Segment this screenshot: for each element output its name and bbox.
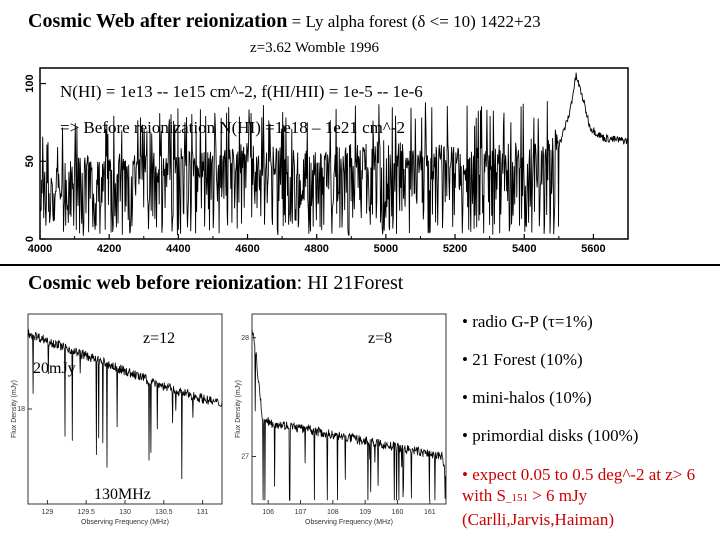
lya-spectrum-chart: 4000 4200 4400 4600 4800 5000 5200 5400 5600 0 50 1… (24, 67, 629, 255)
section2-title: Cosmic web before reionization: HI 21For… (28, 272, 404, 294)
lya-frame (39, 67, 629, 240)
z12-x-tick-label: 130.5 (155, 509, 173, 516)
z12-y-axis-label: Flux Density (mJy) (11, 380, 18, 438)
bullet-expectation: • expect 0.05 to 0.5 deg^-2 at z> 6 with… (462, 465, 696, 529)
z8-x-tick-label: 107 (295, 509, 307, 516)
z12-x-tick-label: 129.5 (77, 509, 95, 516)
lya-x-tick-label: 4200 (97, 243, 121, 255)
z8-axes: 106 107 108 109 160 161 Observing Frequency (M… (235, 313, 447, 526)
bullet-21-forest: • 21 Forest (10%) (462, 350, 583, 369)
z8-y-tick-label: 28 (241, 335, 249, 342)
z12-x-tick-label: 129 (42, 509, 54, 516)
overlay-line-2: => Before reionization N(HI) =1e18 – 1e2… (60, 118, 405, 137)
z12-axes: 129 129.5 130 130.5 131 Observing Frequency (… (11, 313, 223, 526)
slide-title: Cosmic Web after reionization = Ly alpha… (28, 10, 541, 32)
z12-x-axis-label: Observing Frequency (MHz) (81, 519, 169, 526)
z8-x-axis-label: Observing Frequency (MHz) (305, 519, 393, 526)
bullet-radio-gp: • radio G-P (τ=1%) (462, 312, 593, 331)
z12-series (27, 329, 223, 480)
z12-x-tick-label: 131 (197, 509, 209, 516)
z8-spectrum-line (251, 329, 447, 501)
freq-130mhz-label: 130MHz (94, 486, 151, 503)
lya-x-tick-label: 5200 (443, 243, 467, 255)
lya-series (39, 72, 629, 237)
z8-y-axis-label: Flux Density (mJy) (235, 380, 242, 438)
lya-x-tick-label: 4000 (28, 243, 52, 255)
z8-x-tick-label: 161 (424, 509, 436, 516)
lya-x-tick-label: 4400 (166, 243, 190, 255)
lya-y-tick-label: 50 (24, 155, 36, 167)
lya-x-tick-label: 5600 (581, 243, 605, 255)
lya-x-tick-label: 5400 (512, 243, 536, 255)
bullet-list-container: • radio G-P (τ=1%) • 21 Forest (10%) • m… (462, 312, 712, 548)
z8-x-tick-label: 109 (359, 509, 371, 516)
lya-y-tick-label: 100 (24, 74, 36, 92)
z8-frame (251, 313, 447, 505)
z12-chart: 129 129.5 130 130.5 131 Observing Frequency (… (11, 313, 223, 526)
lya-y-tick-label: 0 (24, 236, 36, 242)
z8-x-tick-label: 108 (327, 509, 339, 516)
z12-label: z=12 (143, 330, 176, 347)
z12-y-tick-label: 18 (17, 406, 25, 413)
flux-20mjy-label: 20mJy (33, 360, 76, 377)
lya-axes: 4000 4200 4400 4600 4800 5000 5200 5400 5600 0 50 1… (24, 67, 629, 255)
z12-spectrum-line (27, 329, 223, 480)
lya-x-tick-label: 4600 (235, 243, 259, 255)
section-divider (0, 264, 720, 266)
bullet-list: • radio G-P (τ=1%) • 21 Forest (10%) • m… (462, 312, 712, 530)
spectrum-subtitle: z=3.62 Womble 1996 (250, 40, 380, 56)
z8-x-tick-label: 160 (392, 509, 404, 516)
lya-x-tick-label: 5000 (374, 243, 398, 255)
bullet-primordial-disks: • primordial disks (100%) (462, 426, 639, 445)
lya-spectrum-line (39, 72, 629, 237)
overlay-line-1: N(HI) = 1e13 -- 1e15 cm^-2, f(HI/HII) = … (60, 82, 423, 101)
z8-chart: 106 107 108 109 160 161 Observing Frequency (M… (235, 313, 447, 526)
lya-x-tick-label: 4800 (304, 243, 328, 255)
z8-label: z=8 (368, 330, 393, 347)
z8-y-tick-label: 27 (241, 454, 249, 461)
bullet-mini-halos: • mini-halos (10%) (462, 388, 592, 407)
z8-series (251, 329, 447, 501)
z8-x-tick-label: 106 (262, 509, 274, 516)
z12-x-tick-label: 130 (119, 509, 131, 516)
